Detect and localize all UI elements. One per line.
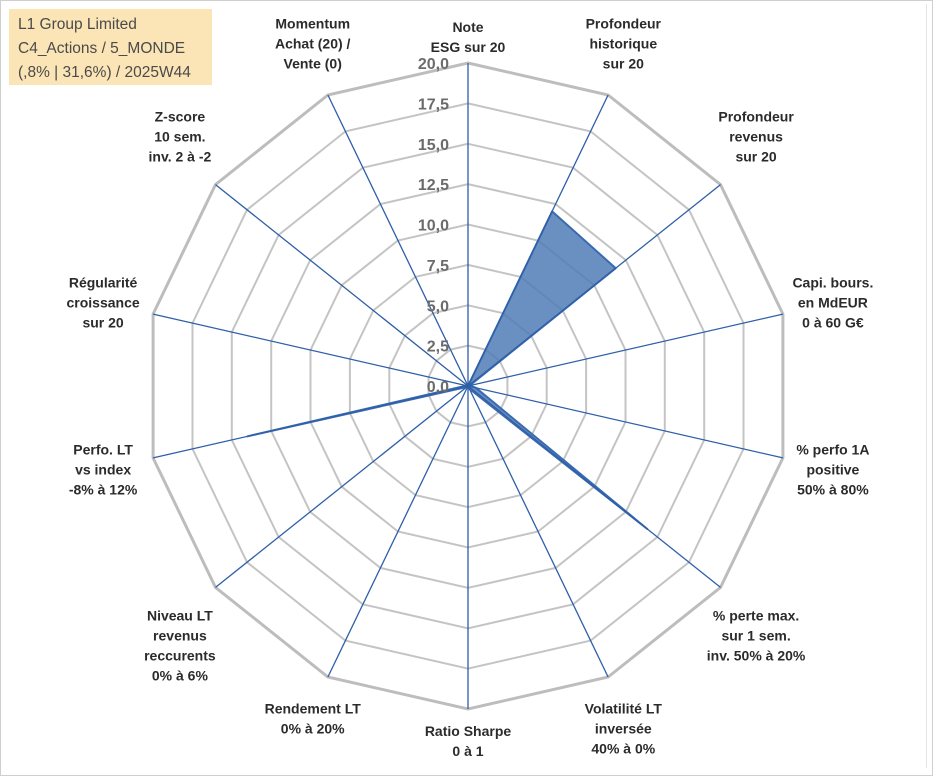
tick-label: 20,0 — [418, 56, 449, 73]
spoke-6 — [467, 385, 609, 678]
tick-label: 2,5 — [427, 339, 449, 356]
tick-label: 10,0 — [418, 218, 449, 235]
axis-label-line: vs index — [75, 461, 131, 477]
axis-label-line: 0% à 20% — [281, 721, 345, 737]
axis-label-0: Note ESG sur 20 — [431, 19, 506, 55]
axis-label-line: Perfo. LT — [73, 441, 133, 457]
tick-labels: 0,0 2,5 5,0 7,5 10,0 12,5 15,0 17,5 20,0 — [418, 56, 449, 396]
axis-label-line: 0% à 6% — [152, 668, 209, 684]
axis-label-8: Rendement LT 0% à 20% — [265, 701, 362, 737]
axis-label-line: Ratio Sharpe — [425, 723, 512, 739]
spoke-10 — [152, 385, 469, 459]
tick-label: 15,0 — [418, 137, 449, 154]
company-name: L1 Group Limited — [18, 16, 137, 33]
axis-label-line: inv. 50% à 20% — [707, 648, 806, 664]
axis-label-line: sur 20 — [603, 55, 644, 71]
axis-label-4: % perfo 1A positive 50% à 80% — [796, 441, 869, 497]
axis-label-line: historique — [589, 35, 657, 51]
frame-edge — [926, 4, 927, 768]
axis-label-line: ESG sur 20 — [431, 39, 506, 55]
axis-labels: Note ESG sur 20 Profondeur historique sur 20… — [67, 15, 874, 759]
spoke-13 — [327, 94, 469, 387]
axis-label-line: 40% à 0% — [591, 741, 655, 757]
spoke-12 — [215, 184, 469, 387]
spoke-layer — [152, 63, 784, 709]
axis-label-line: 10 sem. — [154, 128, 205, 144]
axis-label-7: Ratio Sharpe 0 à 1 — [425, 723, 512, 759]
axis-label-line: en MdEUR — [798, 295, 868, 311]
axis-label-line: Vente (0) — [284, 55, 342, 71]
axis-label-line: Profondeur — [586, 15, 662, 31]
spoke-5 — [467, 385, 721, 588]
axis-label-line: sur 1 sem. — [721, 628, 790, 644]
axis-label-line: Volatilité LT — [585, 701, 663, 717]
axis-label-9: Niveau LT revenus reccurents 0% à 6% — [144, 608, 216, 684]
info-box: L1 Group Limited C4_Actions / 5_MONDE (,… — [9, 9, 212, 85]
tick-label: 12,5 — [418, 177, 449, 194]
axis-label-5: % perte max. sur 1 sem. inv. 50% à 20% — [707, 608, 806, 664]
axis-label-line: % perfo 1A — [796, 441, 869, 457]
spoke-8 — [327, 385, 469, 678]
spoke-11 — [152, 313, 469, 387]
spoke-4 — [467, 385, 784, 459]
portfolio-category: C4_Actions / 5_MONDE — [18, 40, 186, 57]
axis-label-line: croissance — [67, 295, 140, 311]
axis-label-line: sur 20 — [735, 148, 776, 164]
tick-label: 7,5 — [427, 258, 449, 275]
axis-label-line: sur 20 — [82, 315, 123, 331]
axis-label-line: 50% à 80% — [797, 481, 869, 497]
axis-label-line: Niveau LT — [147, 608, 213, 624]
tick-label: 5,0 — [427, 298, 449, 315]
axis-label-12: Z-score 10 sem. inv. 2 à -2 — [149, 108, 212, 164]
axis-label-line: revenus — [153, 628, 207, 644]
axis-label-3: Capi. bours. en MdEUR 0 à 60 G€ — [792, 275, 873, 331]
axis-label-line: positive — [806, 461, 859, 477]
axis-label-line: inv. 2 à -2 — [149, 148, 212, 164]
tick-label: 0,0 — [427, 379, 449, 396]
axis-label-2: Profondeur revenus sur 20 — [718, 108, 794, 164]
axis-label-line: Note — [452, 19, 483, 35]
tick-label: 17,5 — [418, 96, 449, 113]
axis-label-13: Momentum Achat (20) / Vente (0) — [275, 15, 351, 71]
axis-label-line: -8% à 12% — [69, 481, 138, 497]
axis-label-line: Momentum — [275, 15, 350, 31]
axis-label-line: revenus — [729, 128, 783, 144]
axis-label-line: 0 à 1 — [452, 743, 483, 759]
axis-label-line: 0 à 60 G€ — [802, 315, 864, 331]
axis-label-1: Profondeur historique sur 20 — [586, 15, 662, 71]
axis-label-11: Régularité croissance sur 20 — [67, 275, 140, 331]
stats-and-week: (,8% | 31,6%) / 2025W44 — [18, 64, 191, 81]
axis-label-line: Capi. bours. — [792, 275, 873, 291]
axis-label-10: Perfo. LT vs index -8% à 12% — [69, 441, 138, 497]
axis-label-line: Z-score — [155, 108, 206, 124]
spoke-9 — [215, 385, 469, 588]
axis-label-line: reccurents — [144, 648, 216, 664]
spoke-3 — [467, 313, 784, 387]
axis-label-line: Rendement LT — [265, 701, 362, 717]
axis-label-line: Achat (20) / — [275, 35, 351, 51]
axis-label-line: Profondeur — [718, 108, 794, 124]
spoke-1 — [467, 94, 609, 387]
axis-label-line: % perte max. — [713, 608, 799, 624]
axis-label-line: Régularité — [69, 275, 138, 291]
axis-label-line: inversée — [595, 721, 652, 737]
spoke-2 — [467, 184, 721, 387]
axis-label-6: Volatilité LT inversée 40% à 0% — [585, 701, 663, 757]
